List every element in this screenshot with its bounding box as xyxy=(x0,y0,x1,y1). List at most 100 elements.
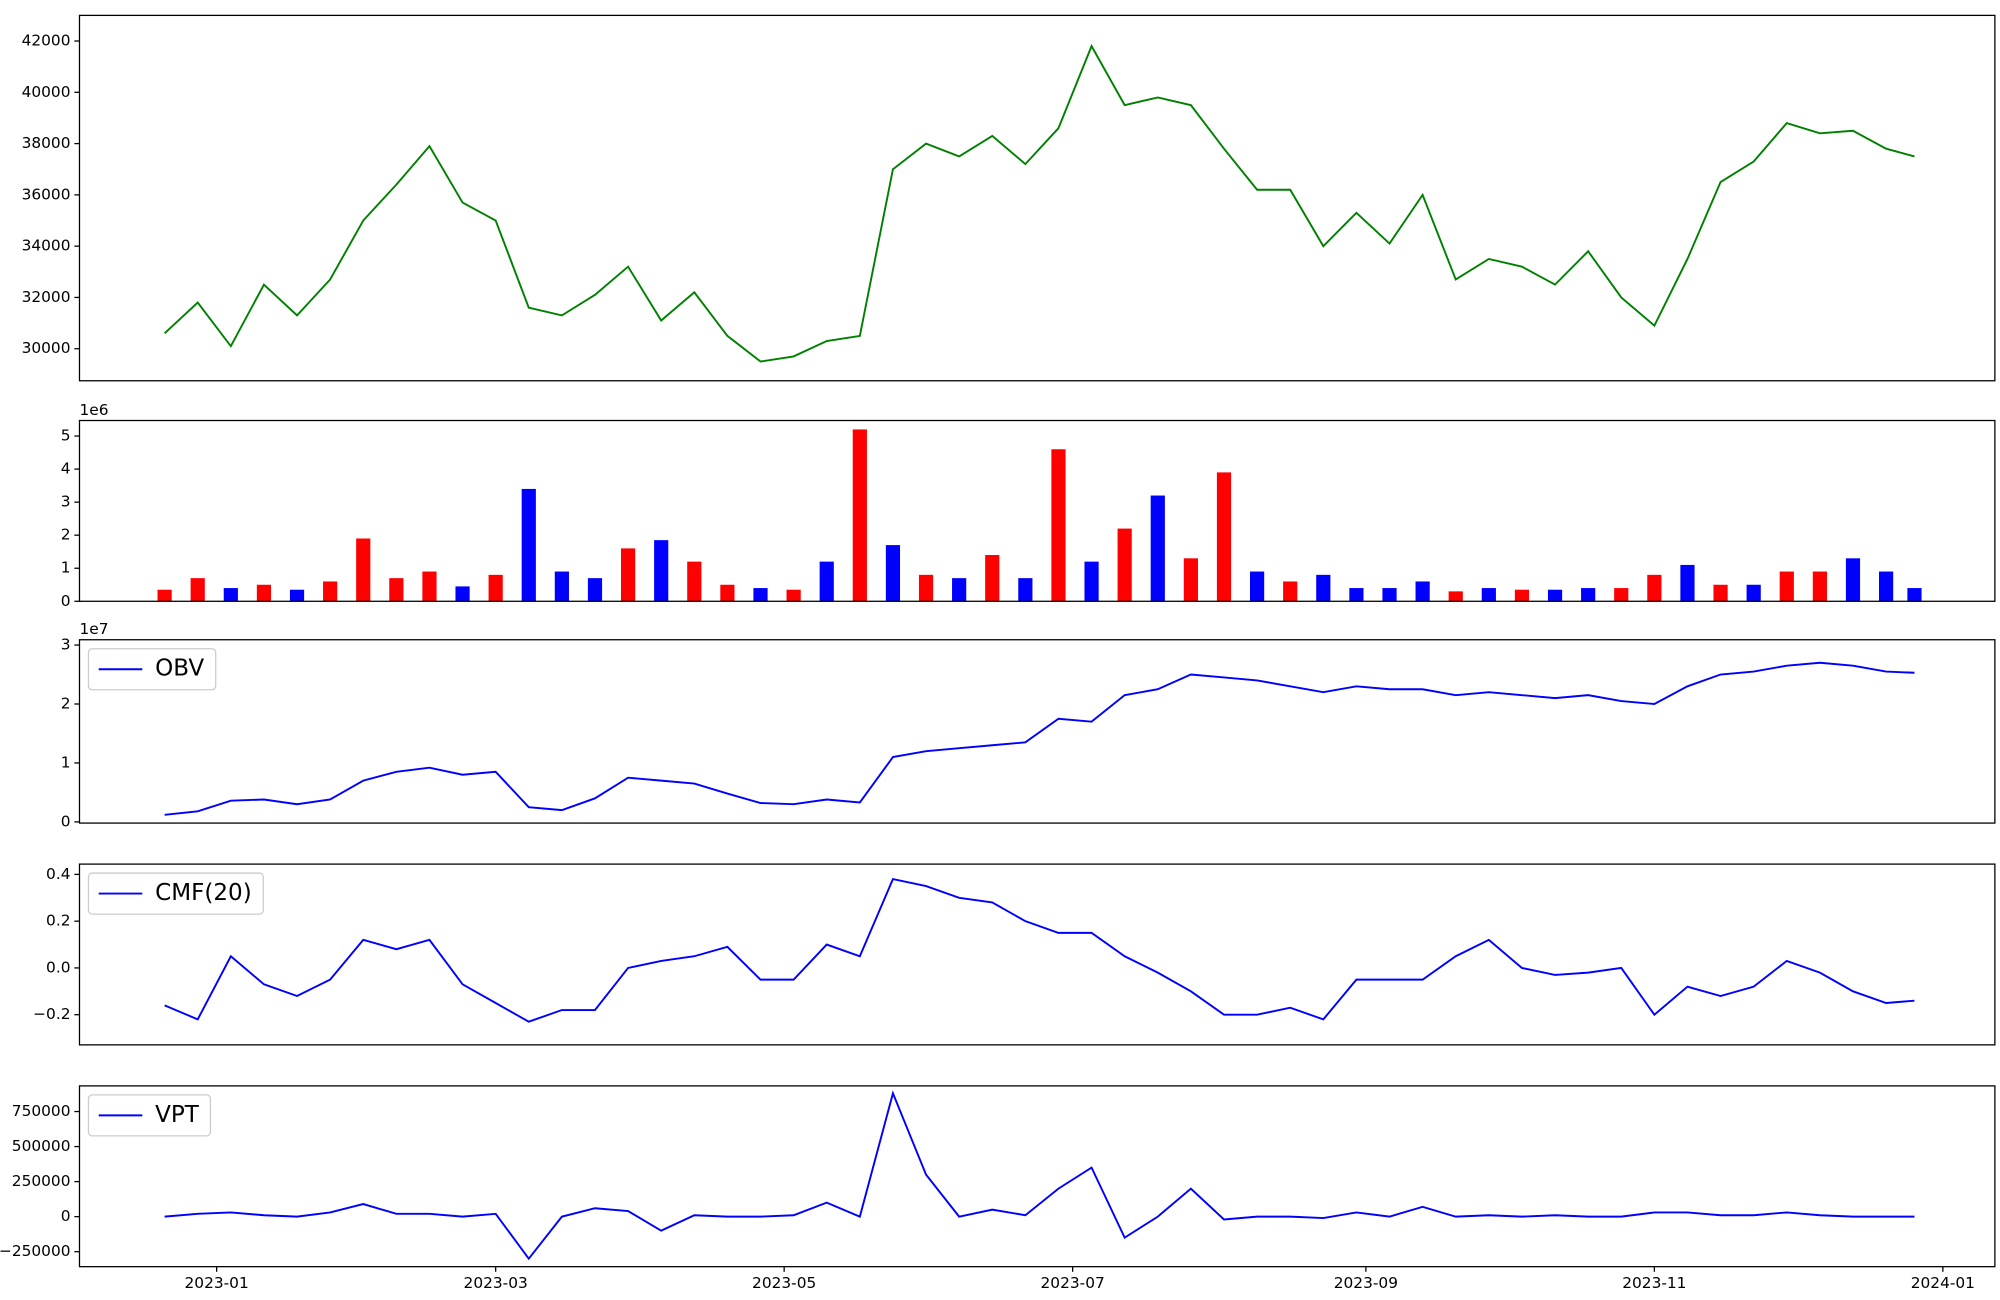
volume-bar xyxy=(1183,558,1198,602)
y-tick-label: 36000 xyxy=(22,185,71,203)
y-tick-label: 4 xyxy=(61,460,71,478)
legend-label: CMF(20) xyxy=(155,880,252,906)
y-tick-label: 0 xyxy=(61,812,71,830)
y-tick-label: 0 xyxy=(61,592,71,610)
y-tick-label: 3 xyxy=(61,493,71,511)
y-tick-label: 500000 xyxy=(12,1137,71,1155)
series-line xyxy=(164,1090,1915,1261)
x-tick-label: 2023-01 xyxy=(185,1274,249,1292)
y-tick-label: 0.2 xyxy=(46,912,70,930)
axis-offset-label: 1e7 xyxy=(79,620,108,638)
y-tick-label: 5 xyxy=(61,427,71,445)
volume-bar xyxy=(687,561,702,602)
y-tick-label: 1 xyxy=(61,559,71,577)
panel-frame xyxy=(78,419,1996,602)
volume-bar xyxy=(223,588,238,602)
volume-bar xyxy=(1084,561,1099,602)
volume-bar xyxy=(587,578,603,602)
y-tick-label: −250000 xyxy=(0,1242,71,1260)
x-tick-label: 2023-11 xyxy=(1622,1274,1686,1292)
volume-bar xyxy=(1283,581,1298,602)
volume-bar xyxy=(1581,588,1596,602)
volume-bar xyxy=(1907,588,1922,602)
volume-bar xyxy=(157,589,172,602)
panel-frame xyxy=(78,639,1996,824)
volume-bar xyxy=(488,574,503,602)
volume-bar xyxy=(852,429,867,602)
volume-bar xyxy=(819,561,834,602)
volume-bar xyxy=(1746,584,1761,602)
legend-box xyxy=(87,648,217,691)
series-line xyxy=(164,661,1915,816)
volume-bar xyxy=(1117,528,1132,602)
volume-bar xyxy=(1448,591,1463,602)
volume-bar xyxy=(1647,574,1662,602)
volume-bar xyxy=(455,586,470,602)
y-tick-label: −0.2 xyxy=(33,1005,70,1023)
legend-label: VPT xyxy=(155,1102,200,1128)
y-tick-label: 0.0 xyxy=(46,958,70,976)
panel-frame xyxy=(78,1085,1996,1268)
y-tick-label: 2 xyxy=(61,526,71,544)
y-tick-label: 2 xyxy=(61,694,71,712)
volume-bar xyxy=(1680,564,1695,602)
y-tick-label: 0 xyxy=(61,1207,71,1225)
volume-bar xyxy=(1382,588,1397,602)
y-tick-label: 42000 xyxy=(22,32,71,50)
y-tick-label: 30000 xyxy=(22,339,71,357)
y-tick-label: 750000 xyxy=(12,1102,71,1120)
volume-bar xyxy=(422,571,437,602)
legend-box xyxy=(87,872,264,915)
volume-bar xyxy=(1250,571,1265,602)
volume-bar xyxy=(323,581,338,602)
x-tick-label: 2024-01 xyxy=(1911,1274,1975,1292)
series-line xyxy=(163,43,1915,363)
x-tick-label: 2023-03 xyxy=(464,1274,528,1292)
volume-bar xyxy=(190,578,205,602)
y-tick-label: 1 xyxy=(61,753,71,771)
x-tick-label: 2023-05 xyxy=(752,1274,816,1292)
volume-bar xyxy=(620,548,636,602)
volume-bar xyxy=(1150,495,1165,602)
y-tick-label: 0.4 xyxy=(46,865,70,883)
volume-bar xyxy=(885,545,901,602)
volume-bar xyxy=(1713,584,1728,602)
volume-bar xyxy=(521,488,536,602)
volume-bar xyxy=(256,584,272,602)
volume-bar xyxy=(918,574,934,602)
series-line xyxy=(164,877,1915,1023)
panel-frame xyxy=(78,14,1996,382)
volume-bar xyxy=(1779,571,1794,602)
volume-bar xyxy=(1481,588,1496,602)
volume-bar xyxy=(356,538,371,602)
volume-bar xyxy=(1349,588,1364,602)
volume-bar xyxy=(289,589,305,602)
volume-bar xyxy=(1845,558,1861,602)
volume-bar xyxy=(1812,571,1827,602)
volume-bar xyxy=(554,571,569,602)
volume-bar xyxy=(786,589,801,602)
volume-bar xyxy=(1614,588,1629,602)
y-tick-label: 32000 xyxy=(22,288,71,306)
volume-bar xyxy=(1547,589,1563,602)
y-tick-label: 3 xyxy=(61,636,71,654)
volume-bar xyxy=(1415,581,1430,602)
panel-frame xyxy=(78,863,1996,1046)
volume-bar xyxy=(952,578,967,602)
volume-bar xyxy=(1316,574,1331,602)
y-tick-label: 38000 xyxy=(22,134,71,152)
volume-bar xyxy=(389,578,404,602)
volume-bar xyxy=(1018,578,1033,602)
y-tick-label: 250000 xyxy=(12,1172,71,1190)
y-tick-label: 34000 xyxy=(22,237,71,255)
axis-offset-label: 1e6 xyxy=(79,401,108,419)
volume-bar xyxy=(753,588,768,602)
legend-box xyxy=(87,1094,212,1137)
legend-label: OBV xyxy=(155,656,204,682)
x-tick-label: 2023-07 xyxy=(1041,1274,1105,1292)
y-tick-label: 40000 xyxy=(22,83,71,101)
volume-bar xyxy=(654,540,669,602)
volume-bar xyxy=(985,555,1000,602)
volume-bar xyxy=(1514,589,1530,602)
